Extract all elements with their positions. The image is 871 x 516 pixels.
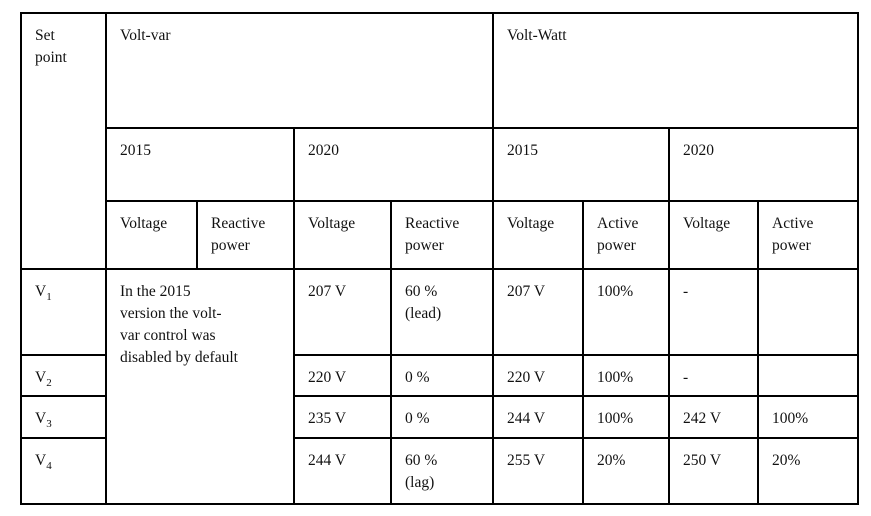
data-cell: - [668,268,760,356]
row-label-base: V [35,410,47,427]
data-cell: 250 V [668,437,760,505]
group-header-row: Set point Volt-var Volt-Watt [20,12,860,270]
note-cell: In the 2015 version the volt- var contro… [105,268,295,505]
row-label-base: V [35,369,47,386]
data-cell: - [668,354,760,397]
table-row-v3: V3 235 V 0 % 244 V 100% 242 V 100% [20,395,860,439]
data-cell: 60 % (lag) [389,437,495,505]
data-cell: 220 V [492,354,585,397]
data-cell: 244 V [293,437,392,505]
data-cell: 207 V [293,268,392,356]
table-row-v2: V2 220 V 0 % 220 V 100% - [20,354,860,397]
column-header-row: Voltage Reactive power Voltage Reactive … [21,200,860,270]
row-label-v1: V1 [20,268,107,356]
data-cell: 242 V [668,395,760,439]
row-label-subscript: 3 [46,418,52,431]
data-cell: 235 V [293,395,392,439]
data-cell-empty [757,354,860,397]
col-header-reactive-power: Reactive power [389,200,495,270]
data-cell: 100% [757,395,860,439]
data-cell: 0 % [389,395,495,439]
header-voltwatt-2015: 2015 [492,127,671,202]
data-cell: 255 V [492,437,585,505]
row-label-subscript: 4 [46,460,52,473]
col-header-active-power: Active power [757,200,860,270]
header-volt-watt: Volt-Watt [492,12,860,129]
col-header-voltage: Voltage [668,200,760,270]
row-label-base: V [35,452,47,469]
table-row-v4: V4 244 V 60 % (lag) 255 V 20% 250 V 20% [20,437,860,505]
col-header-active-power: Active power [582,200,671,270]
header-set-point: Set point [20,12,107,270]
data-cell: 244 V [492,395,585,439]
row-label-v2: V2 [20,354,107,397]
header-volt-var: Volt-var [104,12,495,129]
data-cell: 20% [757,437,860,505]
data-cell: 100% [582,354,671,397]
data-cell: 100% [582,268,671,356]
col-header-voltage: Voltage [105,200,198,270]
data-cell: 0 % [389,354,495,397]
data-cell: 220 V [293,354,392,397]
col-header-voltage: Voltage [492,200,585,270]
data-cell: 60 % (lead) [389,268,495,356]
year-header-row: 2015 2020 2015 2020 [21,127,860,202]
data-cell: 20% [582,437,671,505]
header-voltvar-2015: 2015 [105,127,295,202]
data-cell-empty [757,268,860,356]
data-cell: 207 V [492,268,585,356]
header-voltvar-2020: 2020 [292,127,495,202]
header-voltwatt-2020: 2020 [668,127,860,202]
data-cell: 100% [582,395,671,439]
row-label-v3: V3 [20,395,107,439]
row-label-subscript: 1 [46,291,52,304]
row-label-v4: V4 [20,437,107,505]
row-label-subscript: 2 [46,377,52,390]
col-header-reactive-power: Reactive power [196,200,295,270]
col-header-voltage: Voltage [293,200,392,270]
row-label-base: V [35,283,47,300]
setpoints-table: Set point Volt-var Volt-Watt 2015 2020 2… [20,12,860,505]
table-row-v1: V1 In the 2015 version the volt- var con… [20,268,860,505]
